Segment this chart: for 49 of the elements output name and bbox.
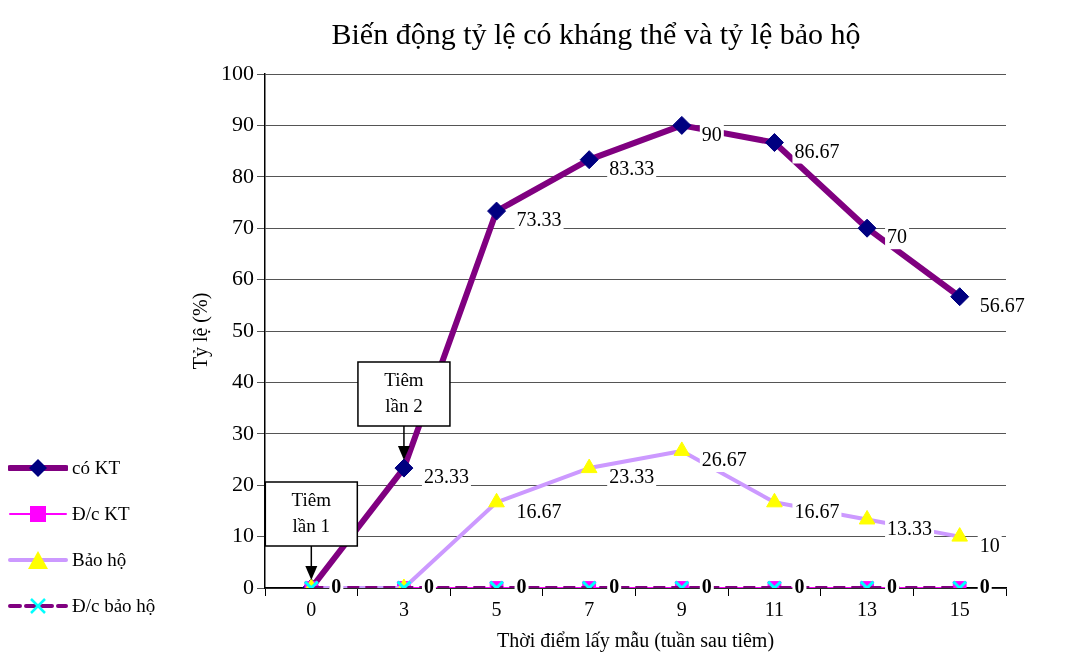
y-tick-label: 60 (232, 265, 254, 291)
data-label: 0 (794, 575, 805, 598)
x-axis-title: Thời điểm lấy mẫu (tuần sau tiêm) (496, 629, 775, 653)
y-tick-label: 70 (232, 213, 254, 239)
x-tick-label: 5 (491, 598, 502, 621)
y-axis-title: Tỷ lệ (%) (189, 292, 213, 370)
data-label: 23.33 (609, 465, 655, 488)
data-label: 16.67 (794, 499, 840, 522)
data-label: 56.67 (979, 293, 1025, 316)
annotation: Tiêm lần 2 (384, 369, 424, 417)
data-label: 0 (423, 575, 434, 598)
x-tick-label: 11 (764, 598, 785, 621)
data-label: 0 (887, 575, 898, 598)
data-label: 16.67 (516, 499, 562, 522)
x-tick-label: 7 (584, 598, 595, 621)
data-label: 0 (979, 575, 990, 598)
data-label: 70 (887, 225, 908, 248)
legend-label: Bảo hộ (72, 549, 127, 571)
data-label: 10 (979, 533, 1000, 556)
data-label: 86.67 (794, 139, 840, 162)
x-tick-label: 0 (306, 598, 317, 621)
y-tick-label: 20 (232, 470, 254, 496)
data-label: 0 (609, 575, 620, 598)
x-tick-label: 15 (949, 598, 970, 621)
y-tick-label: 90 (232, 111, 254, 137)
data-label: 0 (516, 575, 527, 598)
data-label: 13.33 (887, 516, 933, 539)
data-label: 0 (701, 575, 712, 598)
data-label: 26.67 (701, 448, 747, 471)
data-label: 23.33 (423, 465, 469, 488)
y-tick-label: 30 (232, 419, 254, 445)
y-tick-label: 0 (243, 573, 254, 599)
y-tick-label: 100 (221, 59, 254, 85)
data-label: 73.33 (516, 208, 562, 231)
data-label: 0 (331, 575, 342, 598)
x-tick-label: 9 (676, 598, 687, 621)
y-tick-label: 80 (232, 162, 254, 188)
y-tick-label: 10 (232, 522, 254, 548)
data-label: 83.33 (609, 156, 655, 179)
x-tick-label: 3 (398, 598, 409, 621)
y-tick-label: 40 (232, 368, 254, 394)
annotation: Tiêm lần 1 (291, 488, 332, 536)
chart-title: Biến động tỷ lệ có kháng thể và tỷ lệ bảo hộ (331, 16, 861, 50)
x-tick-label: 13 (857, 598, 878, 621)
legend-label: có KT (72, 457, 121, 479)
y-tick-label: 50 (232, 316, 254, 342)
legend-label: Đ/c KT (72, 503, 130, 525)
legend-label: Đ/c bảo hộ (72, 595, 156, 617)
data-label: 90 (701, 122, 722, 145)
